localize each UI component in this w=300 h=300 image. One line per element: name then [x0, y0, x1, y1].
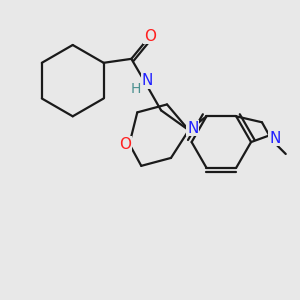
Text: N: N	[269, 130, 281, 146]
Text: N: N	[187, 121, 199, 136]
Text: O: O	[144, 28, 156, 44]
Text: N: N	[142, 73, 153, 88]
Text: H: H	[130, 82, 140, 96]
Text: O: O	[119, 136, 131, 152]
